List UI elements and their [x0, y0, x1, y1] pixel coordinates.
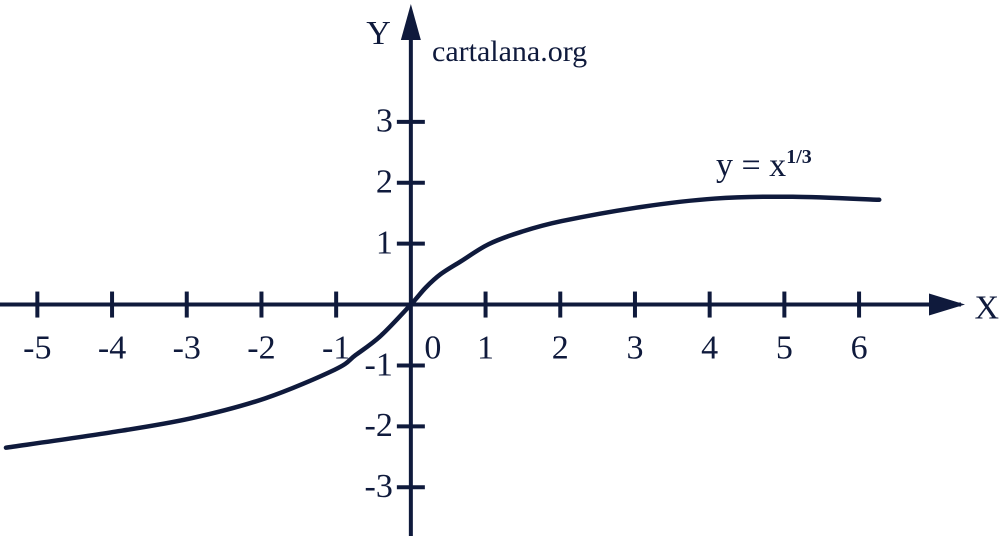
y-arrow — [400, 4, 421, 40]
x-arrow — [929, 293, 965, 316]
x-tick-label: -1 — [322, 329, 350, 366]
y-tick-label: 1 — [376, 224, 393, 261]
x-tick-label: 0 — [424, 329, 441, 366]
y-axis-label: Y — [366, 15, 391, 52]
curve — [3, 194, 882, 450]
x-tick-label: 1 — [477, 329, 494, 366]
x-tick-label: 6 — [851, 329, 868, 366]
y-tick-label: 3 — [376, 103, 393, 140]
watermark: cartalana.org — [432, 35, 587, 68]
annotation-main: y = x — [716, 147, 786, 184]
annotation-superscript: 1/3 — [786, 146, 812, 168]
x-tick-label: -5 — [23, 329, 51, 366]
x-tick-label: -2 — [247, 329, 275, 366]
x-tick-label: -4 — [98, 329, 126, 366]
y-tick-label: -3 — [365, 468, 393, 505]
x-tick-label: 5 — [776, 329, 793, 366]
x-tick-label: 4 — [701, 329, 718, 366]
annotation: y = x1/3 — [716, 146, 812, 184]
y-tick-label: 2 — [376, 164, 393, 201]
y-tick-label: -2 — [365, 407, 393, 444]
y-tick-label: -1 — [365, 346, 393, 383]
x-tick-label: -3 — [173, 329, 201, 366]
x-tick-label: 2 — [552, 329, 569, 366]
x-tick-label: 3 — [626, 329, 643, 366]
x-axis-label: X — [974, 289, 999, 326]
